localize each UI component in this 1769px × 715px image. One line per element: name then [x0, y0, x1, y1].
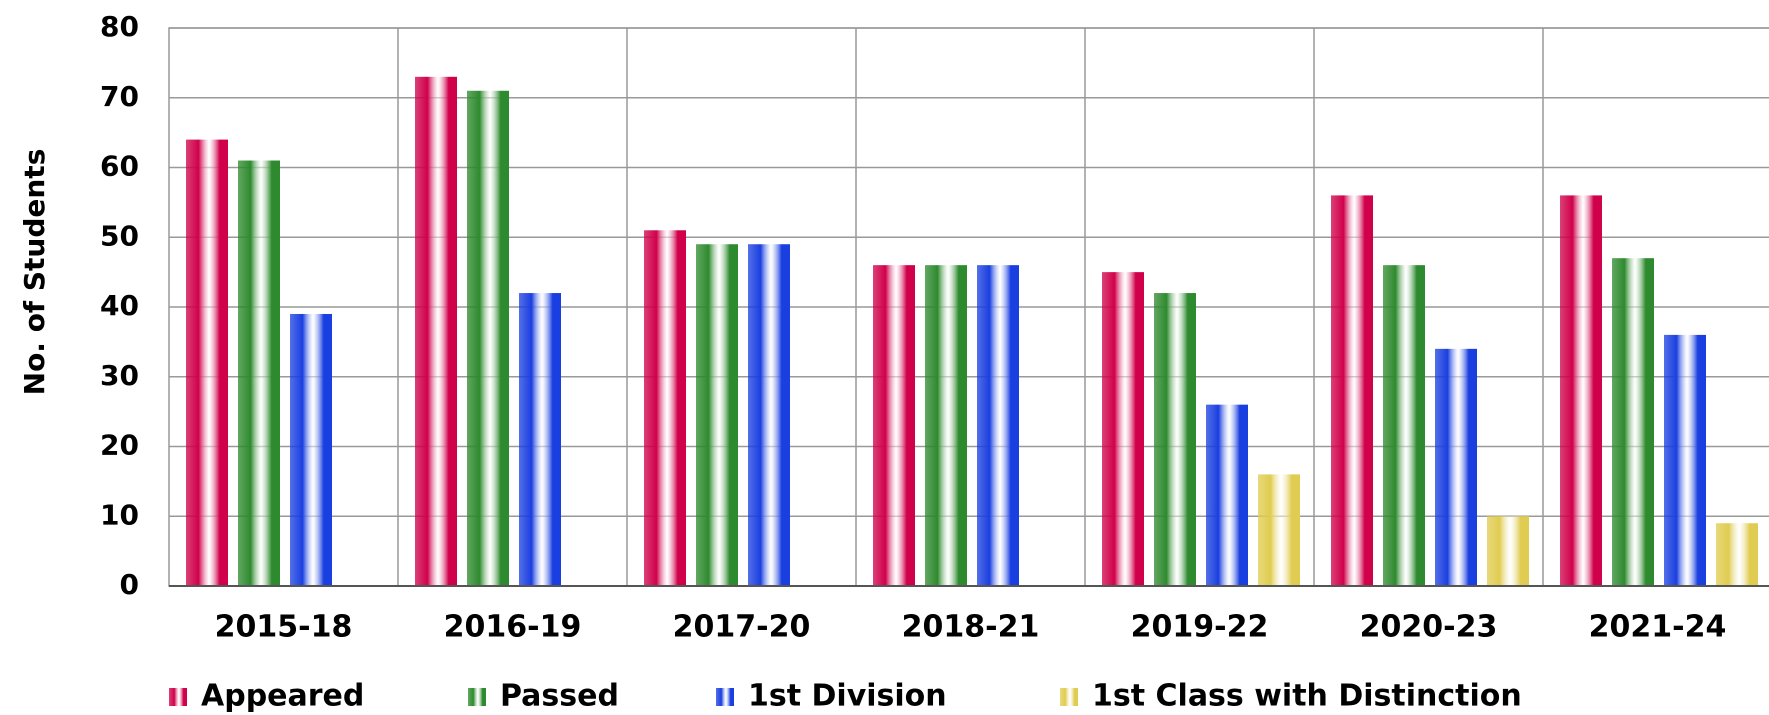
- legend-swatch: [1060, 688, 1078, 706]
- bar: [415, 76, 457, 586]
- bar: [1102, 272, 1144, 586]
- x-tick-label: 2019-22: [1131, 610, 1269, 645]
- bar: [1383, 265, 1425, 586]
- x-tick-label: 2017-20: [673, 610, 811, 645]
- bar: [1716, 523, 1758, 586]
- x-tick-label: 2015-18: [215, 610, 353, 645]
- bar: [873, 265, 915, 586]
- y-tick-label: 60: [100, 150, 139, 183]
- bar: [1664, 334, 1706, 586]
- y-tick-label: 80: [100, 10, 139, 43]
- x-tick-label: 2018-21: [902, 610, 1040, 645]
- bar: [1560, 195, 1602, 586]
- y-tick-label: 0: [120, 568, 139, 601]
- legend-swatch: [468, 688, 486, 706]
- y-tick-label: 10: [100, 498, 139, 531]
- bar: [748, 244, 790, 586]
- bar: [1331, 195, 1373, 586]
- x-tick-label: 2020-23: [1360, 610, 1498, 645]
- bar: [977, 265, 1019, 586]
- legend-label: Appeared: [201, 679, 364, 714]
- y-tick-label: 40: [100, 289, 139, 322]
- bar: [1435, 348, 1477, 586]
- y-axis-title: No. of Students: [18, 149, 51, 396]
- bar: [1612, 258, 1654, 586]
- x-tick-label: 2016-19: [444, 610, 582, 645]
- legend-swatch: [169, 688, 187, 706]
- bar: [1258, 474, 1300, 586]
- legend-label: 1st Class with Distinction: [1092, 679, 1522, 714]
- bar: [1206, 404, 1248, 586]
- bar: [1154, 293, 1196, 586]
- y-tick-label: 50: [100, 219, 139, 252]
- bar: [186, 139, 228, 586]
- bar: [644, 230, 686, 586]
- x-tick-label: 2021-24: [1589, 610, 1727, 645]
- y-tick-label: 20: [100, 429, 139, 462]
- y-tick-label: 70: [100, 80, 139, 113]
- legend-label: 1st Division: [748, 679, 947, 714]
- bar: [1487, 516, 1529, 586]
- legend-swatch: [716, 688, 734, 706]
- bar: [925, 265, 967, 586]
- legend-label: Passed: [500, 679, 619, 714]
- bar: [519, 293, 561, 586]
- bar: [696, 244, 738, 586]
- bar: [467, 90, 509, 587]
- bar: [238, 160, 280, 586]
- bar: [290, 313, 332, 586]
- y-tick-label: 30: [100, 359, 139, 392]
